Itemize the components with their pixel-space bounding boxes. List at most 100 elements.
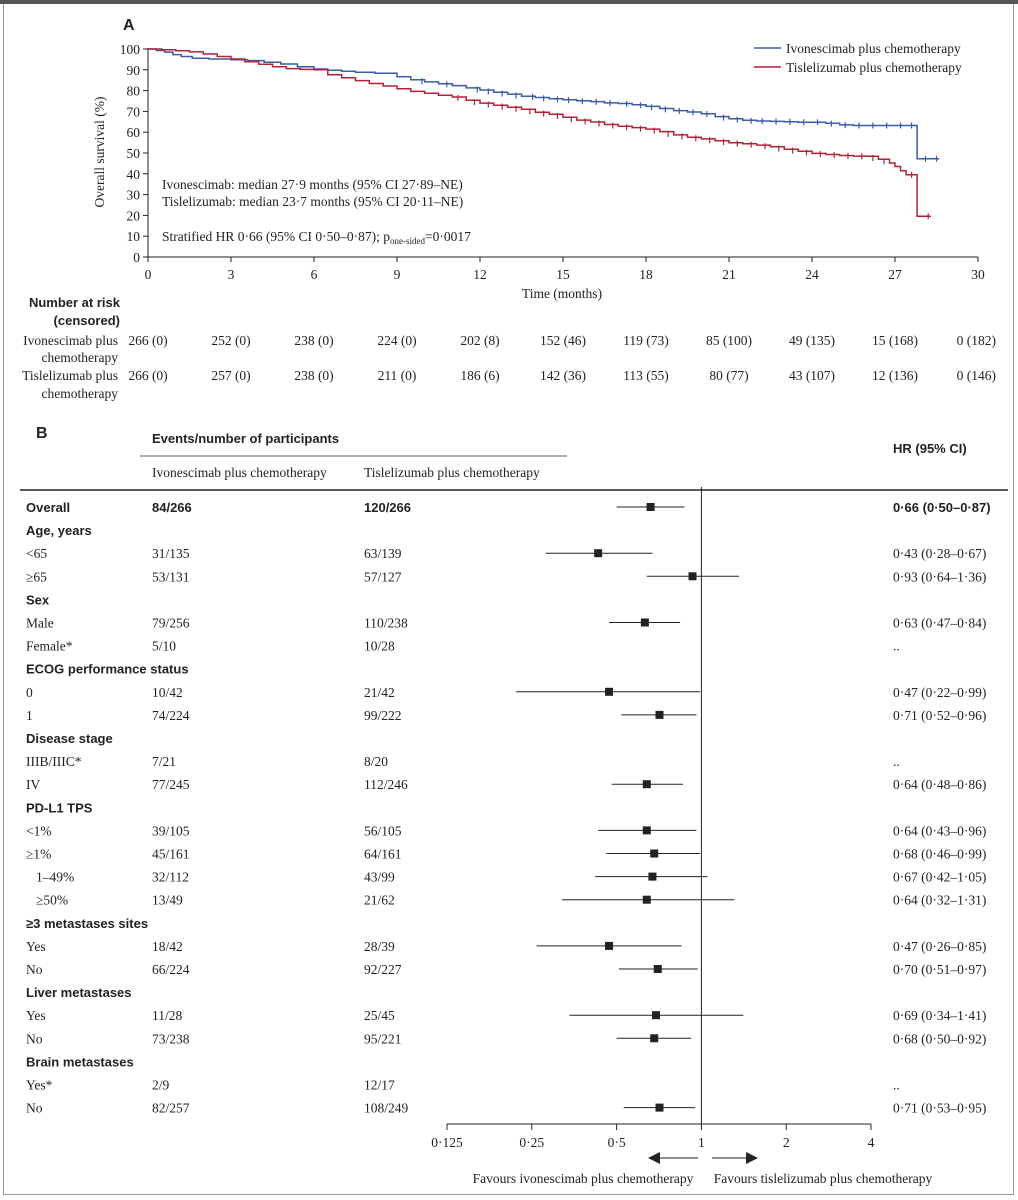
km-y-tick-label: 80: [127, 84, 141, 99]
km-x-tick-label: 15: [556, 267, 570, 282]
events-ivonescimab: 77/245: [152, 777, 190, 792]
km-x-tick-label: 24: [805, 267, 819, 282]
subgroup-header: ECOG performance status: [26, 662, 189, 677]
km-x-tick-label: 27: [888, 267, 902, 282]
subgroup-header: ≥3 metastases sites: [26, 916, 148, 931]
hr-point: [650, 1034, 659, 1043]
hr-ci-value: 0·71 (0·53–0·95): [893, 1101, 986, 1116]
favours-arrows: [648, 1152, 758, 1164]
hr-ci-header: HR (95% CI): [893, 441, 967, 456]
hr-ci-value: 0·93 (0·64–1·36): [893, 569, 986, 584]
risk-row-ivonescimab-name-2: chemotherapy: [42, 350, 119, 365]
risk-cell: 80 (77): [709, 368, 748, 383]
events-tislelizumab: 57/127: [364, 569, 402, 584]
subgroup-header: Disease stage: [26, 731, 113, 746]
km-x-axis-label: Time (months): [522, 286, 602, 301]
km-y-axis-label: Overall survival (%): [92, 97, 107, 208]
km-legend: Ivonescimab plus chemotherapy Tislelizum…: [754, 41, 962, 75]
col-tislelizumab-header: Tislelizumab plus chemotherapy: [364, 465, 540, 480]
risk-row-tislelizumab-name-2: chemotherapy: [42, 386, 119, 401]
events-ivonescimab: 32/112: [152, 870, 189, 885]
events-ivonescimab: 74/224: [152, 708, 190, 723]
km-x-tick-label: 18: [639, 267, 653, 282]
risk-cell: 224 (0): [377, 333, 416, 348]
events-ivonescimab: 45/161: [152, 847, 190, 862]
hr-annotation-suffix: =0·0017: [425, 229, 471, 244]
risk-cell: 0 (146): [957, 368, 996, 383]
col-ivonescimab-header: Ivonescimab plus chemotherapy: [152, 465, 327, 480]
risk-cell: 202 (8): [460, 333, 499, 348]
events-tislelizumab: 25/45: [364, 1008, 395, 1023]
forest-x-tick-label: 0·125: [431, 1135, 463, 1150]
subgroup-label: <65: [26, 546, 47, 561]
hr-ci-value: 0·64 (0·48–0·86): [893, 777, 986, 792]
hr-point: [688, 572, 697, 581]
km-y-tick-label: 0: [133, 250, 140, 265]
events-tislelizumab: 8/20: [364, 754, 388, 769]
km-x-tick-label: 9: [394, 267, 401, 282]
subgroup-label: Overall: [26, 500, 70, 515]
forest-x-tick-label: 1: [698, 1135, 705, 1150]
events-ivonescimab: 11/28: [152, 1008, 182, 1023]
hr-point: [642, 895, 651, 904]
legend-label-tislelizumab: Tislelizumab plus chemotherapy: [786, 60, 962, 75]
km-x-tick-label: 6: [311, 267, 318, 282]
hr-ci-value: 0·69 (0·34–1·41): [893, 1008, 986, 1023]
hr-ci-value: 0·63 (0·47–0·84): [893, 616, 986, 631]
subgroup-label: ≥1%: [26, 847, 51, 862]
hr-ci-value: 0·43 (0·28–0·67): [893, 546, 986, 561]
subgroup-label: No: [26, 1101, 43, 1116]
events-ivonescimab: 53/131: [152, 569, 190, 584]
forest-x-tick-label: 0·5: [608, 1135, 626, 1150]
risk-cell: 119 (73): [623, 333, 669, 348]
panel-a-label: A: [123, 17, 135, 34]
events-tislelizumab: 120/266: [364, 500, 411, 515]
events-header: Events/number of participants: [152, 431, 339, 446]
events-tislelizumab: 108/249: [364, 1101, 409, 1116]
subgroup-label: No: [26, 1031, 43, 1046]
events-ivonescimab: 82/257: [152, 1101, 190, 1116]
subgroup-label: Yes: [26, 939, 46, 954]
hr-ci-value: 0·47 (0·22–0·99): [893, 685, 986, 700]
km-y-tick-label: 20: [127, 208, 141, 223]
events-ivonescimab: 79/256: [152, 616, 190, 631]
subgroup-label: ≥50%: [36, 893, 68, 908]
hr-ci-value: ..: [893, 754, 900, 769]
km-y-tick-label: 100: [120, 42, 141, 57]
page-left-rule: [3, 4, 4, 1194]
subgroup-header: Liver metastases: [26, 985, 132, 1000]
events-tislelizumab: 56/105: [364, 823, 402, 838]
events-tislelizumab: 43/99: [364, 870, 395, 885]
events-tislelizumab: 112/246: [364, 777, 408, 792]
favours-tislelizumab-label: Favours tislelizumab plus chemotherapy: [714, 1171, 933, 1186]
subgroup-header: Brain metastases: [26, 1054, 134, 1069]
risk-table-title: Number at risk: [29, 295, 121, 310]
hr-point: [642, 780, 651, 789]
subgroup-label: ≥65: [26, 569, 47, 584]
hr-ci-value: 0·68 (0·50–0·92): [893, 1031, 986, 1046]
subgroup-label: No: [26, 962, 43, 977]
km-y-tick-label: 10: [127, 229, 141, 244]
hr-point: [640, 618, 649, 627]
hr-point: [648, 872, 657, 881]
hr-ci-value: ..: [893, 1078, 900, 1093]
hr-ci-value: 0·67 (0·42–1·05): [893, 870, 986, 885]
km-x-tick-label: 21: [722, 267, 736, 282]
median-tislelizumab-annotation: Tislelizumab: median 23·7 months (95% CI…: [162, 194, 463, 209]
subgroup-label: Male: [26, 616, 54, 631]
subgroup-header: PD-L1 TPS: [26, 800, 93, 815]
events-ivonescimab: 18/42: [152, 939, 183, 954]
km-y-tick-label: 60: [127, 125, 141, 140]
events-tislelizumab: 12/17: [364, 1078, 395, 1093]
risk-cell: 252 (0): [211, 333, 250, 348]
km-curve-series-0: [148, 48, 940, 160]
risk-row-tislelizumab-name: Tislelizumab plus: [22, 368, 118, 383]
hr-point: [653, 965, 662, 973]
hr-ci-value: 0·64 (0·32–1·31): [893, 893, 986, 908]
events-ivonescimab: 2/9: [152, 1078, 170, 1093]
km-y-tick-label: 70: [127, 104, 141, 119]
hr-point: [605, 687, 614, 696]
events-ivonescimab: 7/21: [152, 754, 176, 769]
page-bottom-rule: [3, 1194, 1014, 1195]
